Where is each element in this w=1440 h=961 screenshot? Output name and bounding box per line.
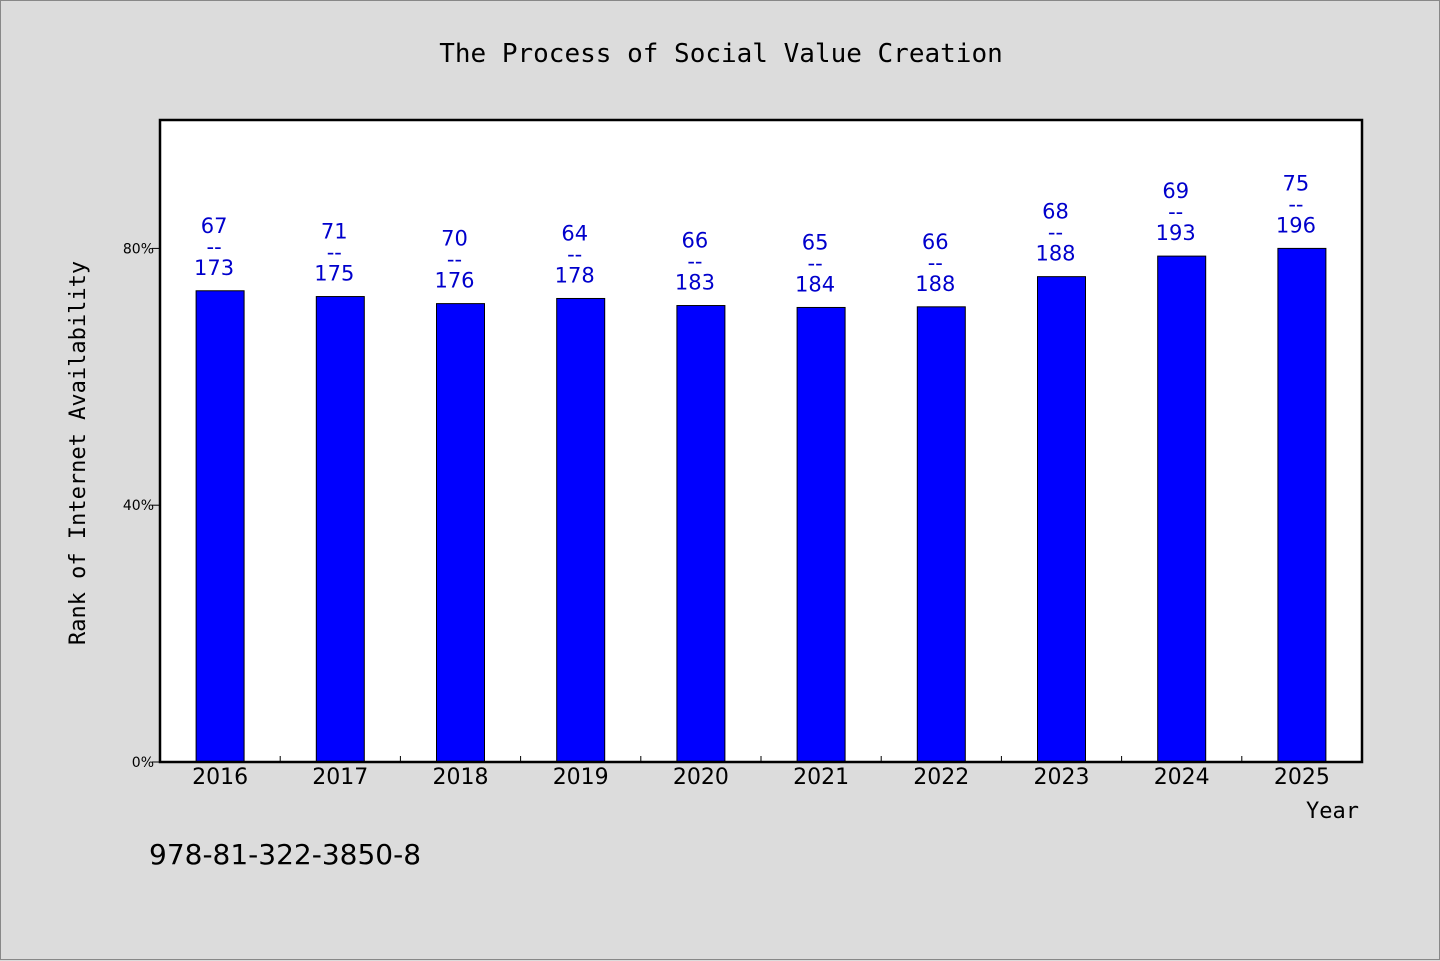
- data-label-top-2019: 64: [561, 221, 588, 245]
- data-label-bottom-2023: 188: [1035, 242, 1075, 266]
- data-label-sep-2024: --: [1168, 200, 1183, 224]
- data-label-sep-2021: --: [808, 251, 823, 275]
- data-label-bottom-2024: 193: [1156, 221, 1196, 245]
- data-label-bottom-2017: 175: [314, 262, 354, 286]
- data-label-sep-2018: --: [447, 248, 462, 272]
- x-axis-label: Year: [1306, 799, 1359, 824]
- data-label-sep-2017: --: [327, 241, 342, 265]
- data-label-bottom-2019: 178: [555, 263, 595, 287]
- y-tick-label: 40%: [123, 498, 154, 514]
- x-tick-label-2017: 2017: [312, 765, 368, 790]
- bars-group: [195, 247, 1327, 763]
- data-label-sep-2020: --: [687, 250, 702, 274]
- y-tick-label: 80%: [123, 241, 154, 257]
- x-tick-label-2022: 2022: [913, 765, 969, 790]
- data-label-sep-2023: --: [1048, 221, 1063, 245]
- x-tick-label-2021: 2021: [793, 765, 849, 790]
- bar-2016: [195, 290, 245, 763]
- x-tick-label-2016: 2016: [192, 765, 248, 790]
- data-label-bottom-2020: 183: [675, 271, 715, 295]
- x-tick-label-2023: 2023: [1034, 765, 1090, 790]
- bar-2022: [916, 306, 966, 763]
- y-axis: 0% 40% 80%: [123, 241, 160, 771]
- data-label-sep-2016: --: [207, 235, 222, 259]
- data-label-sep-2022: --: [928, 251, 943, 275]
- isbn-text: 978-81-322-3850-8: [149, 838, 421, 871]
- x-tick-label-2020: 2020: [673, 765, 729, 790]
- data-label-bottom-2016: 173: [194, 256, 234, 280]
- bar-2020: [676, 305, 726, 763]
- bar-2018: [436, 303, 485, 763]
- data-label-top-2023: 68: [1042, 200, 1069, 224]
- data-label-top-2025: 75: [1283, 171, 1310, 195]
- data-label-top-2017: 71: [321, 220, 348, 244]
- data-label-bottom-2025: 196: [1276, 213, 1316, 237]
- data-label-top-2021: 65: [802, 230, 829, 254]
- x-tick-label-2025: 2025: [1274, 765, 1330, 790]
- x-tick-label-2019: 2019: [553, 765, 609, 790]
- chart-title: The Process of Social Value Creation: [439, 39, 1003, 69]
- y-axis-label: Rank of Internet Availability: [66, 261, 91, 645]
- data-label-top-2018: 70: [441, 227, 468, 251]
- y-tick-label: 0%: [132, 755, 154, 771]
- bar-2017: [315, 296, 365, 763]
- data-label-top-2020: 66: [682, 229, 709, 253]
- data-labels-group: 67--17371--17570--17664--17866--18365--1…: [194, 171, 1316, 296]
- bar-2019: [556, 297, 606, 763]
- data-label-bottom-2022: 188: [915, 272, 955, 296]
- x-tick-label-2018: 2018: [433, 765, 489, 790]
- data-label-sep-2019: --: [567, 242, 582, 266]
- data-label-top-2024: 69: [1162, 179, 1189, 203]
- x-tick-label-2024: 2024: [1154, 765, 1210, 790]
- data-label-top-2016: 67: [201, 214, 228, 238]
- bar-2023: [1037, 276, 1086, 763]
- data-label-bottom-2018: 176: [434, 269, 474, 293]
- bar-2025: [1277, 247, 1327, 763]
- bar-2021: [796, 306, 846, 763]
- data-label-top-2022: 66: [922, 230, 949, 254]
- x-axis: 2016 2017 2018 2019 2020 2021 2022 2023 2024 2025: [192, 756, 1330, 790]
- bar-2024: [1157, 255, 1207, 763]
- data-label-bottom-2021: 184: [795, 272, 835, 296]
- data-label-sep-2025: --: [1288, 192, 1303, 216]
